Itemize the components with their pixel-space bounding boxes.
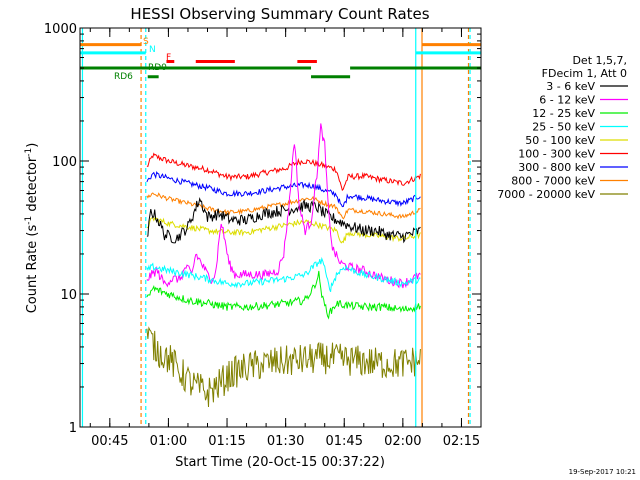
- legend-header-line-1: Det 1,5,7,: [572, 54, 627, 67]
- x-tick-label: 00:45: [91, 434, 128, 449]
- x-tick-label: 01:30: [267, 434, 304, 449]
- flag-label-saa: S: [143, 37, 149, 47]
- flag-label-rd0: RD0: [148, 63, 167, 73]
- series-12-25-kev: [146, 270, 421, 320]
- legend-label-50-100-kev: 50 - 100 keV: [525, 134, 595, 147]
- legend-label-3-6-kev: 3 - 6 keV: [546, 80, 595, 93]
- series-300-800-kev: [146, 170, 421, 208]
- flag-label-night: N: [149, 45, 156, 55]
- x-tick-label: 01:00: [150, 434, 187, 449]
- x-tick-label: 02:15: [443, 434, 480, 449]
- y-axis-label: Count Rate (s-1 detector-1): [24, 143, 40, 314]
- plot-frame: [79, 27, 482, 428]
- series-100-300-kev: [146, 152, 421, 192]
- series-7000-20000-kev: [146, 326, 421, 408]
- y-tick-label: 100: [52, 155, 77, 170]
- legend-label-100-300-kev: 100 - 300 keV: [518, 148, 595, 161]
- x-axis-label: Start Time (20-Oct-15 00:37:22): [175, 455, 385, 470]
- y-tick-label: 1: [69, 421, 77, 436]
- legend-label-300-800-kev: 300 - 800 keV: [518, 161, 595, 174]
- y-tick-label: 10: [60, 288, 77, 303]
- y-tick-label: 1000: [44, 22, 77, 37]
- x-tick-label: 02:00: [384, 434, 421, 449]
- footer-date: 19-Sep-2017 10:21: [569, 468, 636, 476]
- legend-header-line-2: FDecim 1, Att 0: [542, 67, 627, 80]
- legend-label-6-12-kev: 6 - 12 keV: [539, 94, 595, 107]
- series-3-6-kev: [146, 197, 421, 244]
- legend-label-25-50-kev: 25 - 50 keV: [532, 121, 595, 134]
- flag-label-flare: F: [166, 53, 171, 63]
- legend-label-800-7000-kev: 800 - 7000 keV: [511, 175, 595, 188]
- series-50-100-kev: [146, 216, 421, 244]
- legend-label-7000-20000-kev: 7000 - 20000 keV: [497, 188, 595, 201]
- series-800-7000-kev: [146, 192, 421, 220]
- series-25-50-kev: [146, 256, 421, 292]
- legend-label-12-25-kev: 12 - 25 keV: [532, 107, 595, 120]
- x-tick-label: 01:45: [326, 434, 363, 449]
- flag-label-rd6: RD6: [114, 72, 133, 82]
- chart-title: HESSI Observing Summary Count Rates: [130, 5, 429, 23]
- series-6-12-kev: [146, 123, 421, 289]
- x-tick-label: 01:15: [208, 434, 245, 449]
